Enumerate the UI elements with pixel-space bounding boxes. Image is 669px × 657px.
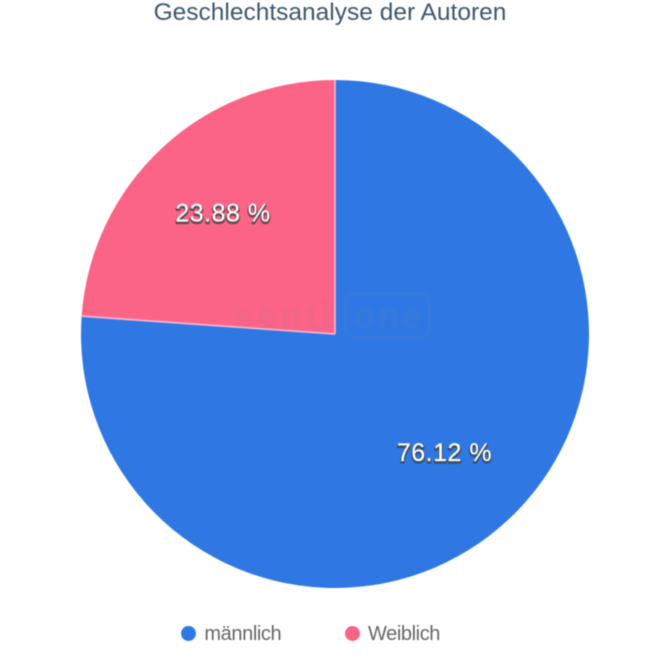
svg-text:senti: senti [234, 295, 333, 336]
svg-text:23.88 %: 23.88 % [175, 201, 270, 229]
svg-text:one: one [353, 295, 423, 336]
svg-text:76.12 %: 76.12 % [397, 439, 492, 467]
svg-text:23.88 %: 23.88 % [175, 200, 270, 228]
svg-text:76.12 %: 76.12 % [397, 441, 492, 469]
